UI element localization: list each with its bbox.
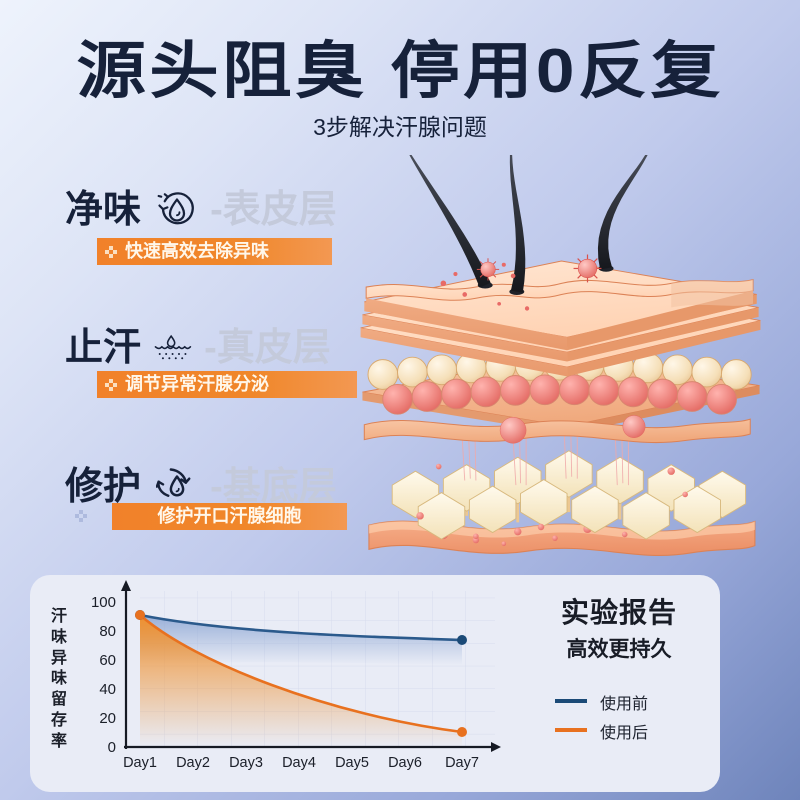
svg-text:Day1: Day1 — [123, 755, 157, 771]
svg-text:0: 0 — [108, 739, 116, 756]
svg-text:40: 40 — [99, 681, 116, 698]
svg-text:20: 20 — [99, 710, 116, 727]
svg-text:Day5: Day5 — [335, 755, 369, 771]
svg-text:Day6: Day6 — [388, 755, 422, 771]
svg-text:Day2: Day2 — [176, 755, 210, 771]
svg-text:60: 60 — [99, 652, 116, 669]
svg-text:Day4: Day4 — [282, 755, 316, 771]
svg-text:80: 80 — [99, 623, 116, 640]
svg-text:Day7: Day7 — [445, 755, 479, 771]
svg-text:Day3: Day3 — [229, 755, 263, 771]
svg-text:100: 100 — [91, 594, 116, 611]
